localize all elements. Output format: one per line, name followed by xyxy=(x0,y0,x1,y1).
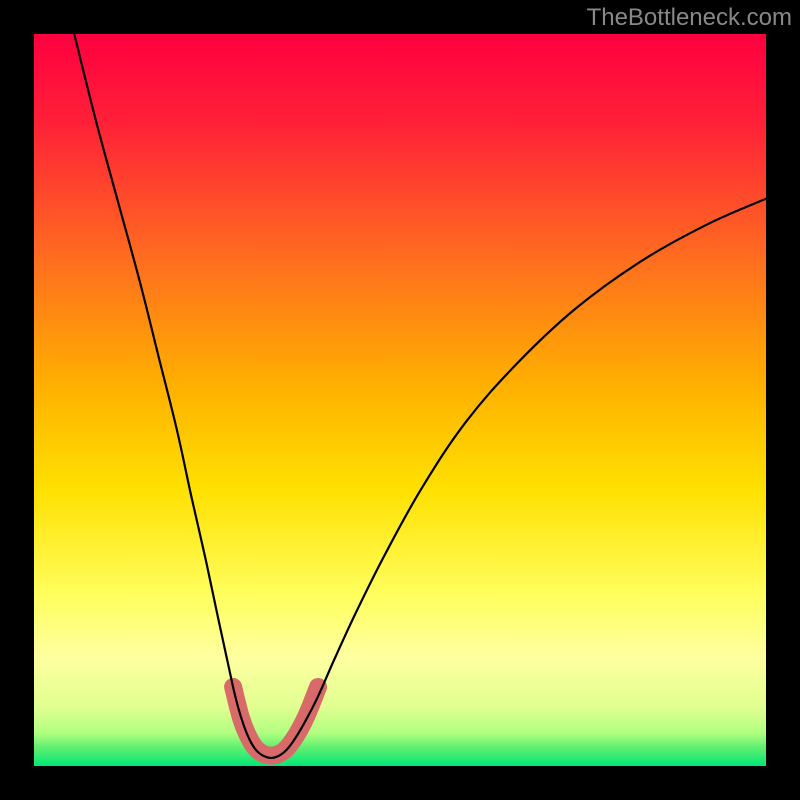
plot-area xyxy=(34,34,766,766)
gradient-background xyxy=(34,34,766,766)
watermark-text: TheBottleneck.com xyxy=(587,4,792,32)
plot-svg xyxy=(34,34,766,766)
